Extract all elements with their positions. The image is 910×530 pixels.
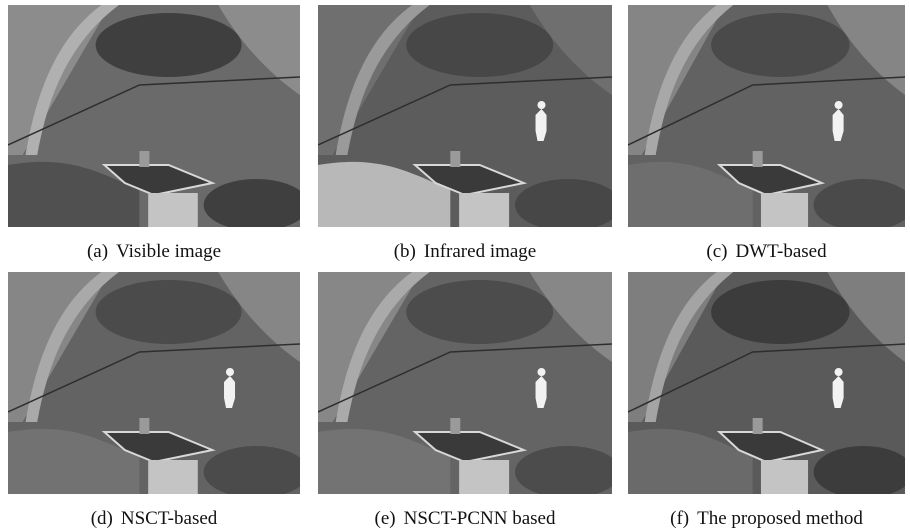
bush	[96, 280, 242, 344]
bush	[406, 13, 553, 77]
caption: (e) NSCT-PCNN based	[318, 508, 612, 530]
chimney	[139, 418, 149, 434]
image	[318, 5, 612, 227]
bush	[96, 13, 242, 77]
bush	[711, 280, 850, 344]
caption-label: (b)	[394, 241, 416, 262]
bush	[406, 280, 553, 344]
chimney	[139, 151, 149, 167]
wall	[459, 193, 509, 227]
caption-text: Visible image	[116, 241, 221, 262]
caption-label: (f)	[670, 508, 689, 529]
panel: (c) DWT-based	[628, 5, 905, 263]
caption: (f) The proposed method	[628, 508, 905, 530]
chimney	[753, 418, 763, 434]
caption-text: Infrared image	[424, 241, 536, 262]
caption: (a) Visible image	[8, 241, 300, 263]
image	[628, 272, 905, 494]
bush	[711, 13, 850, 77]
figure: (a) Visible image (b) Infrared image (c) DWT-…	[0, 0, 910, 530]
caption-text: The proposed method	[697, 508, 863, 529]
chimney	[450, 151, 460, 167]
caption-text: NSCT-based	[121, 508, 217, 529]
chimney	[753, 151, 763, 167]
panel: (d) NSCT-based	[8, 272, 300, 530]
caption: (b) Infrared image	[318, 241, 612, 263]
caption: (c) DWT-based	[628, 241, 905, 263]
wall	[148, 193, 198, 227]
caption-label: (d)	[91, 508, 113, 529]
wall	[761, 460, 808, 494]
panel: (e) NSCT-PCNN based	[318, 272, 612, 530]
image	[8, 5, 300, 227]
panel: (f) The proposed method	[628, 272, 905, 530]
wall	[459, 460, 509, 494]
panel: (b) Infrared image	[318, 5, 612, 263]
image	[628, 5, 905, 227]
panel: (a) Visible image	[8, 5, 300, 263]
image	[318, 272, 612, 494]
image	[8, 272, 300, 494]
caption-label: (a)	[87, 241, 108, 262]
chimney	[450, 418, 460, 434]
wall	[148, 460, 198, 494]
caption-label: (c)	[706, 241, 727, 262]
caption: (d) NSCT-based	[8, 508, 300, 530]
caption-text: NSCT-PCNN based	[404, 508, 556, 529]
caption-text: DWT-based	[735, 241, 826, 262]
wall	[761, 193, 808, 227]
caption-label: (e)	[375, 508, 396, 529]
